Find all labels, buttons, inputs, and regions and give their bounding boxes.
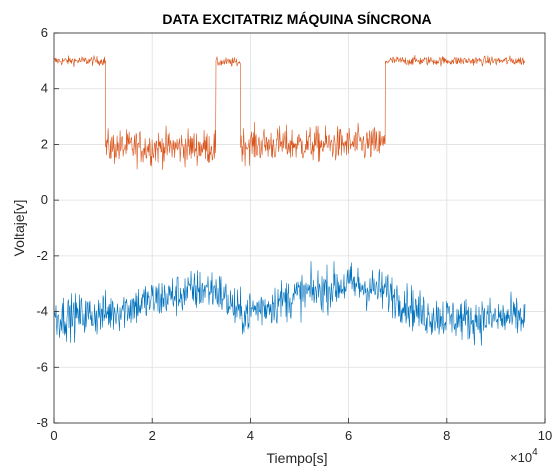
x-axis-exponent: ×104 xyxy=(510,447,538,465)
x-tick-label: 0 xyxy=(50,428,57,443)
y-tick-label: 4 xyxy=(41,81,48,96)
y-tick-label: -2 xyxy=(36,248,48,263)
x-axis-exponent-base: ×10 xyxy=(510,450,532,465)
data-series xyxy=(53,54,526,346)
x-tick-label: 2 xyxy=(149,428,156,443)
y-tick-label: 0 xyxy=(41,192,48,207)
axis-ticks xyxy=(53,32,546,424)
y-tick-label: -8 xyxy=(36,415,48,430)
y-tick-label: 6 xyxy=(41,25,48,40)
x-tick-label: 4 xyxy=(247,428,254,443)
series-line-blue xyxy=(53,261,526,346)
x-axis-title: Tiempo[s] xyxy=(267,450,328,466)
chart-title: DATA EXCITATRIZ MÁQUINA SÍNCRONA xyxy=(162,11,431,27)
plot-area xyxy=(54,33,545,423)
y-axis-title: Voltaje[v] xyxy=(11,200,27,257)
tick-labels: 0 2 4 6 8 10 -8 -6 -4 -2 0 2 4 6 xyxy=(36,25,552,443)
axes-box xyxy=(53,32,546,424)
series-line-orange xyxy=(53,54,526,170)
x-tick-label: 10 xyxy=(538,428,552,443)
x-axis-exponent-power: 4 xyxy=(532,447,538,458)
x-tick-label: 8 xyxy=(443,428,450,443)
x-tick-label: 6 xyxy=(345,428,352,443)
y-tick-label: -6 xyxy=(36,359,48,374)
y-tick-label: 2 xyxy=(41,136,48,151)
y-tick-label: -4 xyxy=(36,304,48,319)
